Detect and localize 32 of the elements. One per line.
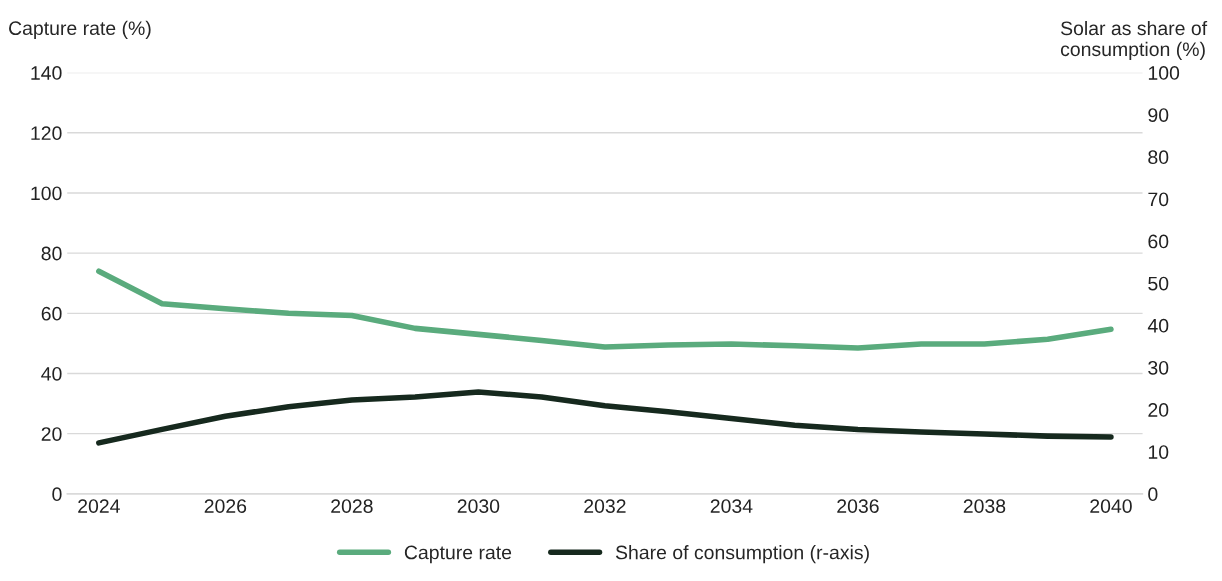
- y-tick-label: 40: [41, 366, 62, 381]
- x-tick-label: 2036: [837, 499, 879, 513]
- y2-tick-label: 0: [1148, 487, 1158, 502]
- x-tick-label: 2030: [457, 499, 500, 513]
- x-tick-label: 2038: [963, 499, 1006, 513]
- x-tick-label: 2032: [584, 499, 626, 513]
- y-tick-label: 20: [41, 427, 62, 441]
- y2-tick-label: 30: [1148, 360, 1169, 375]
- y-axis-title: Capture rate (%): [9, 20, 151, 39]
- y-tick-label: 60: [41, 306, 62, 321]
- y-tick-label: 0: [52, 487, 62, 502]
- y2-tick-label: 50: [1148, 276, 1169, 291]
- y-tick-label: 100: [31, 186, 62, 201]
- x-tick-label: 2026: [204, 499, 247, 513]
- x-tick-label: 2040: [1090, 499, 1132, 513]
- y2-tick-label: 60: [1148, 234, 1169, 249]
- legend-label: Capture rate: [404, 545, 512, 564]
- y2-tick-label: 10: [1148, 445, 1169, 459]
- y2-tick-label: 80: [1148, 150, 1169, 165]
- y2-tick-label: 40: [1147, 318, 1169, 333]
- y-tick-label: 80: [41, 246, 62, 261]
- y-tick-label: 120: [31, 126, 62, 141]
- x-tick-label: 2028: [331, 499, 373, 513]
- legend-label: Share of consumption (r-axis): [615, 545, 869, 564]
- y2-tick-label: 90: [1148, 108, 1169, 122]
- x-tick-label: 2024: [78, 499, 120, 513]
- x-tick-label: 2034: [710, 499, 753, 513]
- y2-tick-label: 20: [1148, 403, 1169, 417]
- y-tick-label: 140: [31, 66, 62, 80]
- y2-tick-label: 70: [1148, 192, 1169, 207]
- y2-axis-title: Solar as share of consumption (%): [1060, 20, 1208, 60]
- y2-tick-label: 100: [1148, 66, 1180, 80]
